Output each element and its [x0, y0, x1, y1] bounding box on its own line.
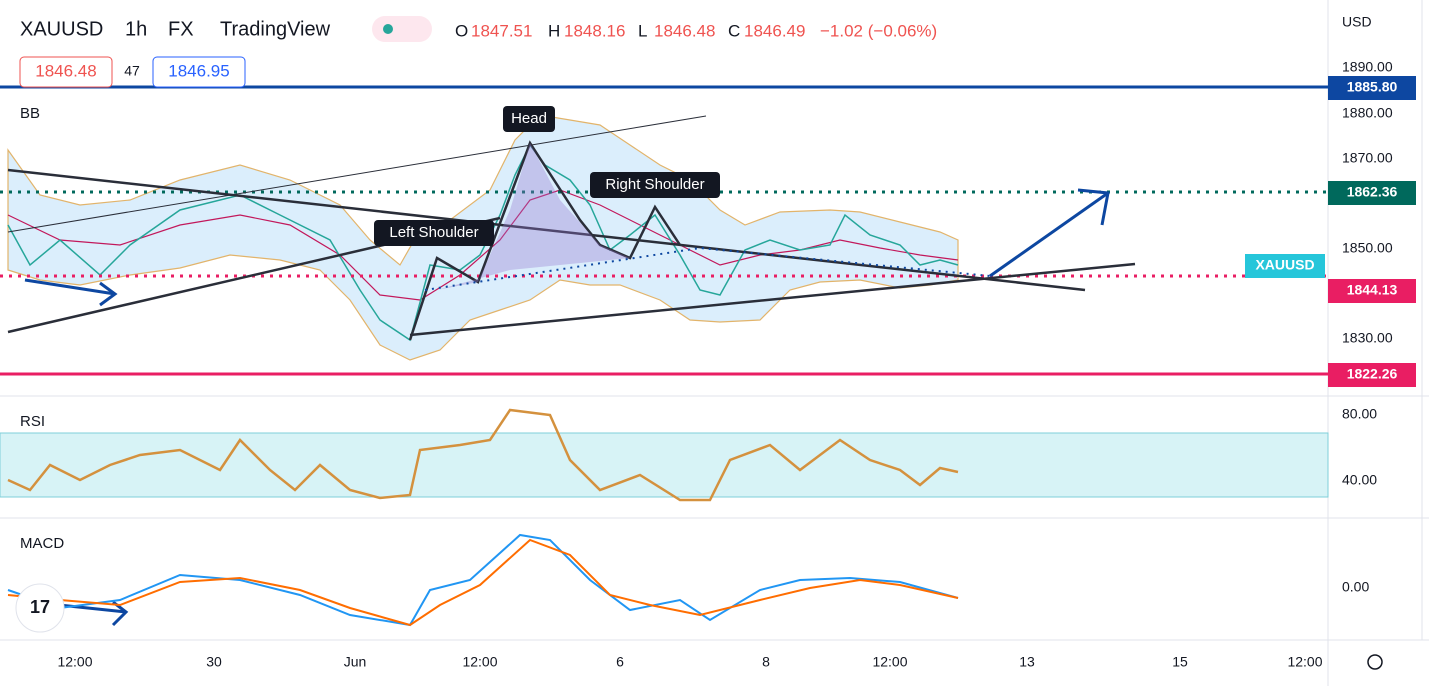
note-box	[503, 106, 555, 132]
change: −1.02 (−0.06%)	[820, 21, 937, 40]
ohlc-value: 1846.48	[654, 21, 715, 40]
time-tick: 12:00	[57, 654, 92, 670]
tv-logo[interactable]	[15, 583, 65, 633]
head-label: Head	[511, 110, 547, 127]
source: TradingView	[220, 18, 331, 40]
time-tick: 12:00	[1287, 654, 1322, 670]
time-tick: 30	[206, 654, 222, 670]
resistance-tag: 1885.80	[1347, 79, 1398, 95]
price-tick: 1830.00	[1342, 330, 1393, 346]
bb-label: BB	[20, 105, 40, 122]
signal-line	[7, 538, 959, 627]
ohlc-value: 1848.16	[564, 21, 625, 40]
ask: 1846.95	[168, 61, 229, 80]
symbol: XAUUSD	[20, 18, 103, 40]
symbol-tag: XAUUSD	[1255, 257, 1314, 273]
time-tick: 12:00	[462, 654, 497, 670]
rsi-tick: 80.00	[1342, 406, 1377, 422]
time-tick: 15	[1172, 654, 1188, 670]
price-tick: 1880.00	[1342, 105, 1393, 121]
rsi-line	[7, 408, 959, 502]
rsi-label: RSI	[20, 413, 45, 430]
price-tick: 1870.00	[1342, 150, 1393, 166]
ohlc-value: 1846.49	[744, 21, 805, 40]
bb-basis	[7, 189, 959, 301]
tag	[1328, 279, 1416, 303]
bid-box[interactable]	[19, 56, 113, 88]
support-tag: 1822.26	[1347, 366, 1398, 382]
tag	[1245, 254, 1325, 278]
currency[interactable]: USD	[1342, 14, 1372, 30]
time-tick: 13	[1019, 654, 1035, 670]
ask-box[interactable]	[152, 56, 246, 88]
pattern-fill	[437, 143, 630, 290]
status-badge[interactable]	[372, 16, 432, 42]
interval: 1h	[125, 18, 147, 40]
target-tag: 1862.36	[1347, 184, 1398, 200]
price-tick: 1890.00	[1342, 59, 1393, 75]
tag	[1328, 181, 1416, 205]
price-tick: 1850.00	[1342, 240, 1393, 256]
time-tick: Jun	[344, 654, 367, 670]
macd-label: MACD	[20, 535, 64, 552]
tag	[1328, 76, 1416, 100]
ohlc-label: H	[548, 21, 560, 40]
ohlc-label: O	[455, 21, 468, 40]
neckline	[424, 246, 991, 291]
ohlc-label: L	[638, 21, 647, 40]
tag	[1328, 363, 1416, 387]
note-box	[590, 172, 720, 198]
tv-logo-mark: 17	[30, 597, 50, 617]
time-tick: 6	[616, 654, 624, 670]
ohlc-value: 1847.51	[471, 21, 532, 40]
time-tick: 8	[762, 654, 770, 670]
left-shoulder-label: Left Shoulder	[389, 224, 478, 241]
macd-tick: 0.00	[1342, 579, 1369, 595]
macd-line	[7, 533, 959, 627]
settings-icon[interactable]	[1367, 654, 1383, 670]
right-shoulder-label: Right Shoulder	[605, 176, 704, 193]
exchange: FX	[168, 18, 194, 40]
ohlc-label: C	[728, 21, 740, 40]
time-tick: 12:00	[872, 654, 907, 670]
note-box	[374, 220, 494, 246]
rsi-band	[0, 432, 1329, 498]
status-dot	[383, 24, 393, 34]
current-tag: 1844.13	[1347, 282, 1398, 298]
rsi-tick: 40.00	[1342, 472, 1377, 488]
spread: 47	[124, 63, 140, 79]
bid: 1846.48	[35, 61, 96, 80]
